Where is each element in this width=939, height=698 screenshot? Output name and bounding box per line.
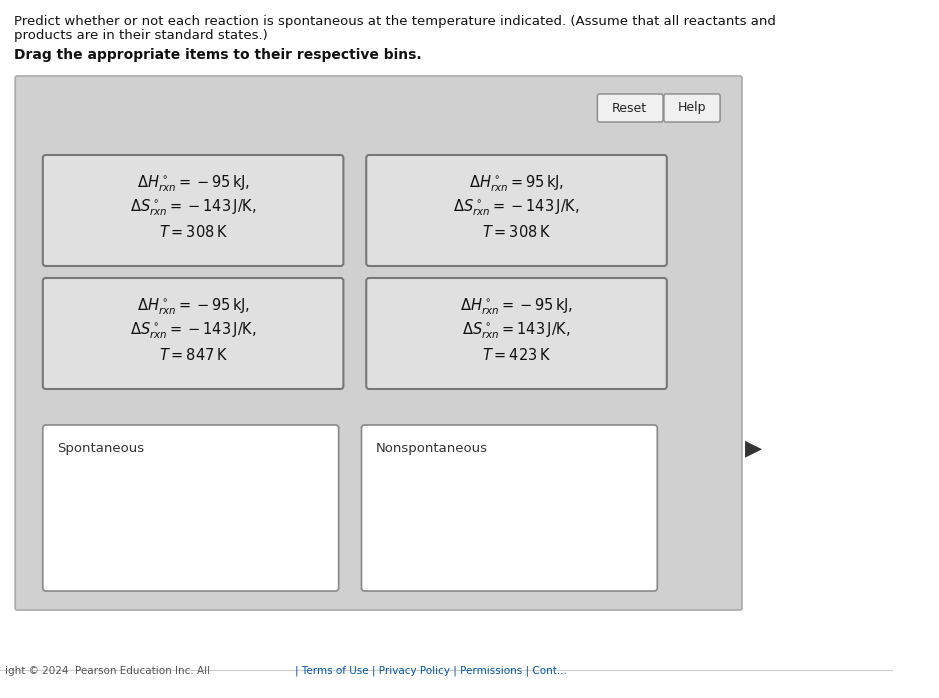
FancyBboxPatch shape [43, 425, 339, 591]
FancyBboxPatch shape [366, 278, 667, 389]
Text: $\Delta H^\circ_{rxn} = -95\,\mathrm{kJ},$: $\Delta H^\circ_{rxn} = -95\,\mathrm{kJ}… [460, 297, 573, 318]
FancyBboxPatch shape [664, 94, 720, 122]
FancyBboxPatch shape [15, 76, 742, 610]
Text: $T = 847\,\mathrm{K}$: $T = 847\,\mathrm{K}$ [159, 347, 227, 363]
Text: Drag the appropriate items to their respective bins.: Drag the appropriate items to their resp… [14, 48, 422, 62]
Text: $T = 423\,\mathrm{K}$: $T = 423\,\mathrm{K}$ [482, 347, 551, 363]
Text: $T = 308\,\mathrm{K}$: $T = 308\,\mathrm{K}$ [482, 224, 551, 240]
Text: ▶: ▶ [745, 438, 762, 458]
Text: Spontaneous: Spontaneous [57, 442, 145, 455]
Text: $\Delta S^\circ_{rxn} = -143\,\mathrm{J/K},$: $\Delta S^\circ_{rxn} = -143\,\mathrm{J/… [454, 198, 580, 218]
Text: Nonspontaneous: Nonspontaneous [376, 442, 487, 455]
FancyBboxPatch shape [43, 278, 344, 389]
Text: ight © 2024  Pearson Education Inc. All: ight © 2024 Pearson Education Inc. All [5, 666, 210, 676]
FancyBboxPatch shape [43, 155, 344, 266]
Text: $\Delta H^\circ_{rxn} = -95\,\mathrm{kJ},$: $\Delta H^\circ_{rxn} = -95\,\mathrm{kJ}… [136, 174, 250, 194]
Text: $T = 308\,\mathrm{K}$: $T = 308\,\mathrm{K}$ [159, 224, 227, 240]
Text: Reset: Reset [612, 101, 647, 114]
FancyBboxPatch shape [362, 425, 657, 591]
Text: $\Delta S^\circ_{rxn} = -143\,\mathrm{J/K},$: $\Delta S^\circ_{rxn} = -143\,\mathrm{J/… [130, 321, 256, 341]
Text: $\Delta S^\circ_{rxn} = 143\,\mathrm{J/K},$: $\Delta S^\circ_{rxn} = 143\,\mathrm{J/K… [462, 321, 571, 341]
Text: $\Delta H^\circ_{rxn} = -95\,\mathrm{kJ},$: $\Delta H^\circ_{rxn} = -95\,\mathrm{kJ}… [136, 297, 250, 318]
Text: Predict whether or not each reaction is spontaneous at the temperature indicated: Predict whether or not each reaction is … [14, 15, 777, 28]
Text: Help: Help [677, 101, 706, 114]
FancyBboxPatch shape [366, 155, 667, 266]
Text: | Terms of Use | Privacy Policy | Permissions | Cont...: | Terms of Use | Privacy Policy | Permis… [295, 665, 567, 676]
FancyBboxPatch shape [597, 94, 663, 122]
Text: $\Delta S^\circ_{rxn} = -143\,\mathrm{J/K},$: $\Delta S^\circ_{rxn} = -143\,\mathrm{J/… [130, 198, 256, 218]
Text: $\Delta H^\circ_{rxn} = 95\,\mathrm{kJ},$: $\Delta H^\circ_{rxn} = 95\,\mathrm{kJ},… [469, 174, 564, 194]
Text: products are in their standard states.): products are in their standard states.) [14, 29, 268, 42]
